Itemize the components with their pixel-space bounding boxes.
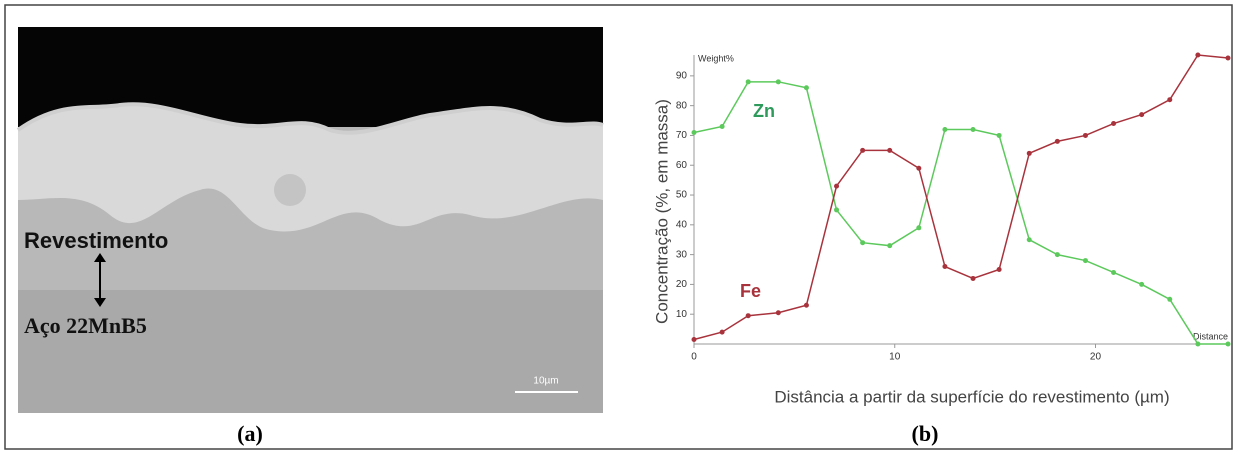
steel-layer xyxy=(18,290,603,413)
data-point xyxy=(804,303,809,308)
steel-label: Aço 22MnB5 xyxy=(24,313,147,338)
data-point xyxy=(1027,237,1032,242)
y-tick-label: 50 xyxy=(676,190,688,201)
data-point xyxy=(860,240,865,245)
data-point xyxy=(692,130,697,135)
panel-label: (b) xyxy=(912,421,939,446)
y-axis-label: Concentração (%, em massa) xyxy=(652,99,671,324)
data-point xyxy=(834,184,839,189)
data-point xyxy=(1027,151,1032,156)
data-point xyxy=(942,127,947,132)
data-point xyxy=(1111,121,1116,126)
data-point xyxy=(942,264,947,269)
y-tick-label: 20 xyxy=(676,279,688,290)
data-point xyxy=(834,207,839,212)
data-point xyxy=(1139,112,1144,117)
data-point xyxy=(1083,133,1088,138)
data-point xyxy=(776,79,781,84)
data-point xyxy=(916,166,921,171)
data-point xyxy=(746,79,751,84)
y-tick-label: 90 xyxy=(676,70,688,81)
data-point xyxy=(860,148,865,153)
data-point xyxy=(746,313,751,318)
y-tick-label: 60 xyxy=(676,160,688,171)
data-point xyxy=(720,124,725,129)
data-point xyxy=(1167,297,1172,302)
series-label: Zn xyxy=(753,101,775,121)
data-point xyxy=(1195,53,1200,58)
data-point xyxy=(776,310,781,315)
data-point xyxy=(692,337,697,342)
scale-bar-label: 10µm xyxy=(533,376,558,387)
grain xyxy=(274,174,306,206)
data-point xyxy=(1055,139,1060,144)
x-axis-label: Distância a partir da superfície do reve… xyxy=(774,387,1169,406)
data-point xyxy=(1167,97,1172,102)
axis-unit: Distance xyxy=(1193,331,1228,341)
axis-unit: Weight% xyxy=(698,53,734,63)
data-point xyxy=(1139,282,1144,287)
data-point xyxy=(971,276,976,281)
x-tick-label: 0 xyxy=(691,352,697,363)
data-point xyxy=(1055,252,1060,257)
coating-label: Revestimento xyxy=(24,228,168,253)
panel-label: (a) xyxy=(237,421,263,446)
data-point xyxy=(971,127,976,132)
data-point xyxy=(1225,342,1230,347)
data-point xyxy=(887,148,892,153)
x-tick-label: 10 xyxy=(889,352,901,363)
y-tick-label: 40 xyxy=(676,219,688,230)
micrograph: Revestimento Aço 22MnB5 10µm xyxy=(18,27,603,413)
data-point xyxy=(720,330,725,335)
data-point xyxy=(1195,342,1200,347)
y-tick-label: 30 xyxy=(676,249,688,260)
data-point xyxy=(804,85,809,90)
data-point xyxy=(887,243,892,248)
data-point xyxy=(916,225,921,230)
series-label: Fe xyxy=(740,281,761,301)
x-tick-label: 20 xyxy=(1090,352,1102,363)
figure: Revestimento Aço 22MnB5 10µm (a) 10 20 30 4… xyxy=(0,0,1238,454)
data-point xyxy=(997,267,1002,272)
y-tick-label: 80 xyxy=(676,100,688,111)
data-point xyxy=(1083,258,1088,263)
y-tick-label: 70 xyxy=(676,130,688,141)
y-tick-label: 10 xyxy=(676,309,688,320)
data-point xyxy=(1111,270,1116,275)
data-point xyxy=(1225,55,1230,60)
data-point xyxy=(997,133,1002,138)
